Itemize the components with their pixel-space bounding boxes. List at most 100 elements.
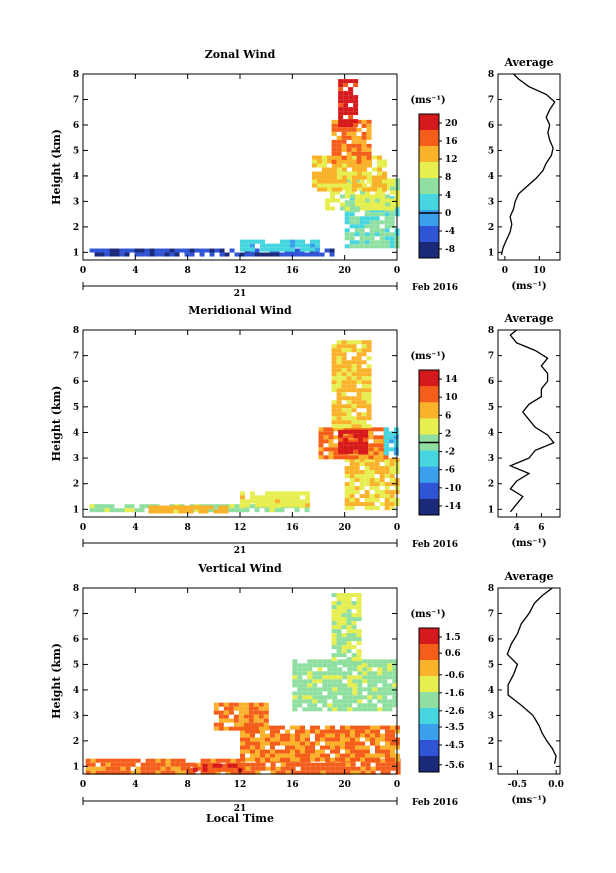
heatmap-cell — [233, 706, 239, 711]
heatmap-cell — [336, 340, 342, 345]
heatmap-cell — [300, 491, 305, 496]
heatmap-cell — [358, 445, 364, 450]
heatmap-cell — [344, 506, 350, 511]
heatmap-cell — [331, 657, 337, 662]
heatmap-cell — [366, 396, 372, 401]
heatmap-cell — [377, 663, 383, 668]
heatmap-cell — [375, 202, 381, 207]
heatmap-cell — [350, 741, 355, 746]
x-tick-label: 0 — [80, 266, 86, 276]
heatmap-cell — [300, 770, 306, 775]
heatmap-cell — [115, 766, 121, 771]
profile-x-tick-label: 4 — [513, 523, 519, 533]
heatmap-cell — [349, 478, 355, 483]
heatmap-cell — [390, 198, 396, 203]
heatmap-cell — [285, 499, 290, 504]
heatmap-cell — [253, 714, 259, 719]
heatmap-cell — [351, 661, 357, 666]
heatmap-cell — [361, 348, 367, 353]
heatmap-cell — [185, 762, 191, 767]
heatmap-cell — [381, 179, 387, 184]
heatmap-cell — [344, 482, 350, 487]
heatmap-cell — [389, 498, 395, 503]
heatmap-cell — [343, 103, 349, 108]
heatmap-cell — [290, 766, 296, 771]
heatmap-cell — [343, 123, 349, 128]
colorbar-swatch — [419, 724, 439, 741]
heatmap-cell — [263, 710, 269, 715]
heatmap-cell — [382, 703, 388, 708]
heatmap-cell — [349, 244, 355, 249]
heatmap-cell — [372, 691, 378, 696]
heatmap-cell — [345, 770, 351, 775]
x-tick-label: 0 — [394, 523, 400, 533]
heatmap-cell — [330, 194, 336, 199]
heatmap-cell — [351, 139, 357, 144]
heatmap-cell — [223, 505, 229, 510]
heatmap-cell — [327, 687, 333, 692]
heatmap-cell — [212, 767, 218, 772]
heatmap-cell — [207, 763, 213, 768]
heatmap-cell — [349, 200, 355, 205]
heatmap-cell — [345, 766, 351, 771]
heatmap-cell — [164, 252, 170, 257]
heatmap-cell — [180, 762, 186, 767]
heatmap-cell — [264, 252, 270, 257]
heatmap-cell — [366, 147, 372, 152]
heatmap-cell — [180, 770, 186, 775]
heatmap-cell — [270, 729, 275, 734]
heatmap-cell — [329, 252, 335, 257]
heatmap-cell — [295, 503, 300, 508]
heatmap-cell — [370, 733, 375, 738]
heatmap-cell — [310, 770, 316, 775]
heatmap-cell — [331, 360, 337, 365]
heatmap-cell — [292, 679, 298, 684]
heatmap-cell — [335, 757, 340, 762]
heatmap-cell — [331, 380, 337, 385]
heatmap-cell — [392, 671, 398, 676]
heatmap-cell — [95, 766, 101, 771]
heatmap-cell — [333, 435, 339, 440]
heatmap-cell — [154, 252, 160, 257]
heatmap-cell — [361, 420, 367, 425]
heatmap-cell — [259, 252, 265, 257]
heatmap-cell — [305, 495, 310, 500]
heatmap-cell — [336, 352, 342, 357]
heatmap-cell — [265, 491, 270, 496]
heatmap-cell — [344, 232, 350, 237]
heatmap-cell — [315, 729, 320, 734]
heatmap-cell — [359, 474, 365, 479]
heatmap-cell — [355, 733, 360, 738]
heatmap-cell — [341, 384, 347, 389]
heatmap-cell — [369, 228, 375, 233]
heatmap-cell — [341, 605, 347, 610]
heatmap-cell — [336, 597, 342, 602]
heatmap-cell — [356, 641, 362, 646]
heatmap-cell — [382, 695, 388, 700]
heatmap-cell — [389, 216, 395, 221]
heatmap-cell — [310, 729, 315, 734]
heatmap-cell — [378, 435, 384, 440]
profile-y-tick-label: 3 — [488, 711, 494, 721]
heatmap-cell — [341, 609, 347, 614]
heatmap-cell — [188, 509, 194, 514]
heatmap-cell — [321, 155, 327, 160]
heatmap-cell — [337, 675, 343, 680]
heatmap-cell — [336, 139, 342, 144]
heatmap-cell — [357, 683, 363, 688]
heatmap-cell — [359, 236, 365, 241]
heatmap-cell — [255, 737, 260, 742]
heatmap-cell — [295, 725, 300, 730]
heatmap-cell — [359, 232, 365, 237]
y-tick-label: 7 — [73, 95, 79, 105]
heatmap-cell — [285, 753, 290, 758]
heatmap-cell — [368, 455, 374, 460]
heatmap-cell — [248, 702, 254, 707]
heatmap-cell — [366, 356, 372, 361]
heatmap-cell — [346, 388, 352, 393]
heatmap-cell — [374, 212, 380, 217]
heatmap-cell — [343, 83, 349, 88]
heatmap-cell — [361, 384, 367, 389]
heatmap-cell — [341, 340, 347, 345]
heatmap-cell — [318, 427, 324, 432]
